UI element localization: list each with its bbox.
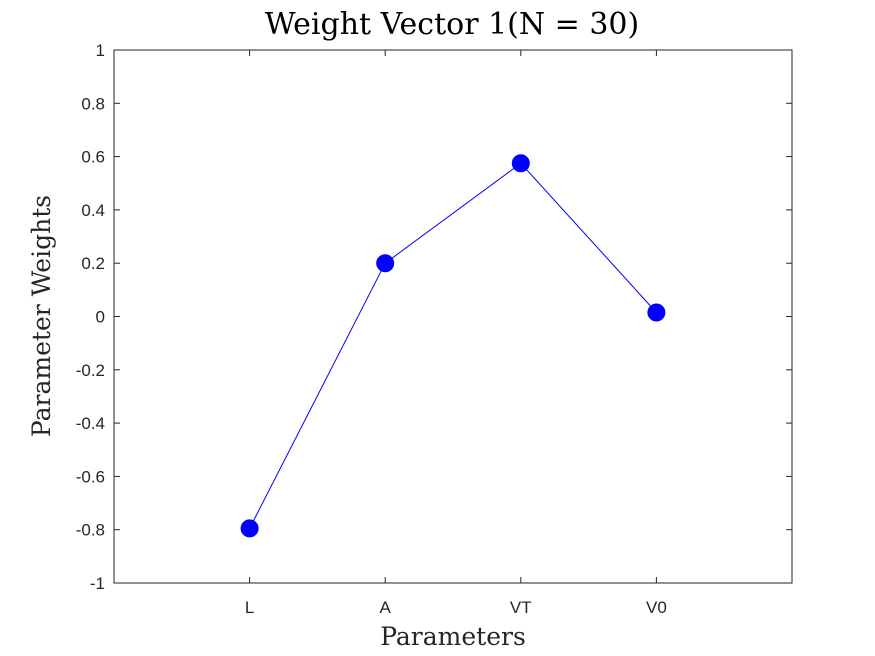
y-tick-label: 0.6 (81, 148, 105, 167)
data-point (647, 303, 666, 322)
series-line (249, 162, 657, 529)
plot-area (113, 49, 793, 584)
y-tick-label: -0.6 (76, 467, 105, 486)
y-tick-label: -0.4 (76, 414, 105, 433)
data-point (376, 254, 395, 273)
y-tick-label: 0.4 (81, 201, 105, 220)
x-tick-label: VT (510, 598, 532, 617)
x-axis-label: Parameters (380, 622, 526, 651)
y-tick-label: -0.8 (76, 521, 105, 540)
x-tick-label: L (245, 598, 254, 617)
y-tick-label: 0.8 (81, 94, 105, 113)
x-tick-label: V0 (646, 598, 667, 617)
series-lines (249, 162, 657, 529)
data-point (240, 519, 259, 538)
x-axis-ticks: L A VT V0 (245, 50, 667, 617)
y-tick-label: -1 (90, 574, 105, 593)
x-tick-label: A (380, 598, 392, 617)
y-tick-label: 1 (96, 41, 105, 60)
y-axis-ticks: -1 -0.8 -0.6 -0.4 -0.2 0 0.2 0.4 0.6 0.8 1 (76, 41, 792, 593)
y-axis-label: Parameter Weights (27, 195, 56, 437)
series-points (240, 154, 666, 538)
data-point (511, 154, 530, 173)
y-tick-label: -0.2 (76, 361, 105, 380)
chart-title: Weight Vector 1(N = 30) (265, 7, 639, 42)
y-tick-label: 0.2 (81, 254, 105, 273)
y-tick-label: 0 (96, 308, 105, 327)
